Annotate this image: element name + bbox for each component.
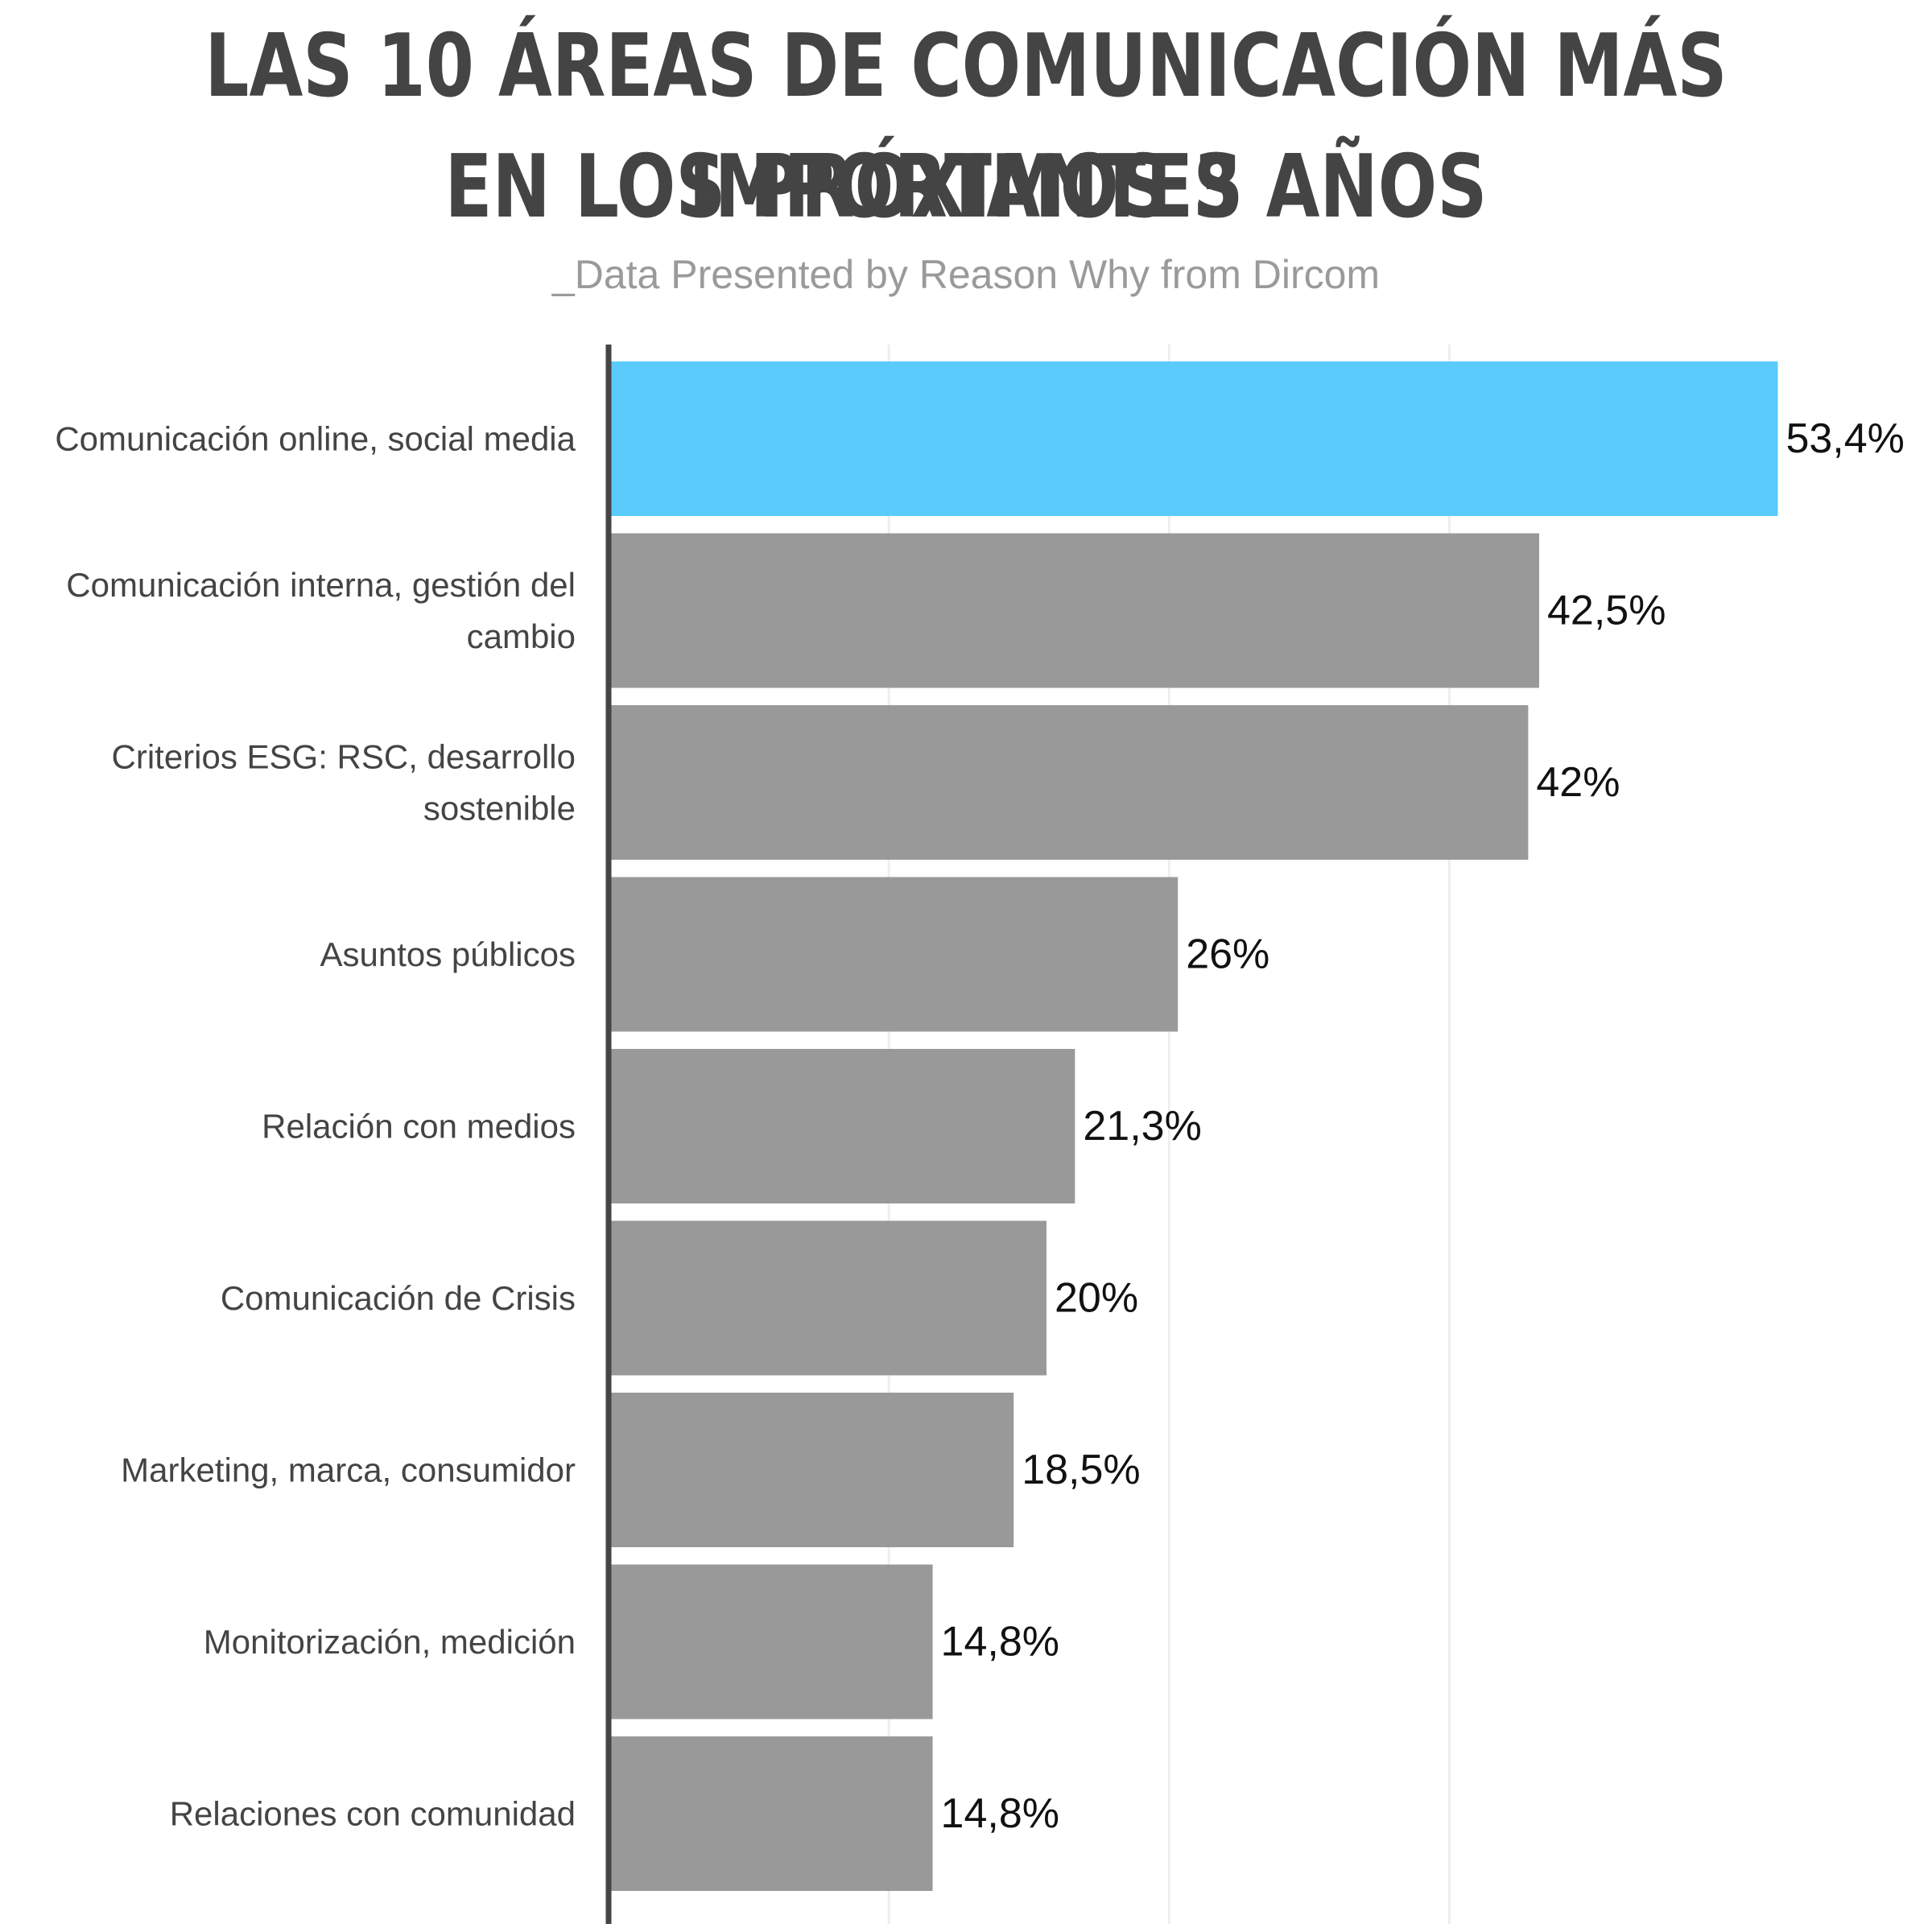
category-label-line: Relación con medios (262, 1108, 576, 1146)
category-label-line: Comunicación online, social media (55, 420, 576, 458)
category-label-4: Asuntos públicos (320, 935, 576, 973)
value-label-1: 53,4% (1785, 415, 1904, 462)
category-label-line: Relaciones con comunidad (170, 1795, 576, 1833)
category-label-1: Comunicación online, social media (55, 420, 576, 458)
category-label-7: Marketing, marca, consumidor (121, 1451, 576, 1489)
category-label-2: Comunicación interna, gestión del cambio (66, 566, 576, 655)
category-label-line: cambio (467, 617, 576, 655)
bar-7 (609, 1393, 1014, 1547)
category-label-line: Marketing, marca, consumidor (121, 1451, 576, 1489)
chart-title-line-2: EN LOS PRÓXIMOS 3 AÑOS (444, 137, 1488, 237)
category-label-5: Relación con medios (262, 1108, 576, 1146)
bar-8 (609, 1564, 933, 1719)
value-label-9: 14,8% (941, 1790, 1059, 1837)
bar-1 (609, 361, 1778, 516)
bar-6 (609, 1220, 1046, 1376)
category-label-line: Comunicación interna, gestión del (66, 566, 576, 604)
chart-subtitle: _Data Presented by Reason Why from Dirco… (551, 252, 1381, 297)
category-label-line: Criterios ESG: RSC, desarrollo (112, 738, 576, 776)
bar-2 (609, 533, 1539, 688)
value-labels: 53,4% 42,5% 42% 26% 21,3% 20% 18,5% 14,8% 14,8% (941, 415, 1905, 1837)
category-label-line: Asuntos públicos (320, 935, 576, 973)
value-label-6: 20% (1055, 1275, 1138, 1322)
value-label-8: 14,8% (941, 1619, 1059, 1666)
category-label-line: Comunicación de Crisis (221, 1279, 576, 1317)
bar-4 (609, 877, 1179, 1032)
value-label-5: 21,3% (1083, 1103, 1201, 1150)
category-label-3: Criterios ESG: RSC, desarrollo sostenible (112, 738, 576, 828)
bar-5 (609, 1049, 1075, 1203)
category-label-8: Monitorización, medición (204, 1623, 576, 1661)
value-label-3: 42% (1536, 759, 1620, 806)
category-labels: Comunicación online, social media Comunic… (55, 420, 576, 1833)
bar-9 (609, 1736, 933, 1891)
value-label-7: 18,5% (1022, 1447, 1140, 1493)
chart-title-line-1: LAS 10 ÁREAS DE COMUNICACIÓN MÁS IMPORTA… (204, 16, 1728, 237)
value-label-2: 42,5% (1547, 588, 1666, 634)
category-label-line: sostenible (423, 790, 576, 828)
bars (609, 361, 1778, 1891)
category-label-6: Comunicación de Crisis (221, 1279, 576, 1317)
value-label-4: 26% (1186, 931, 1269, 978)
category-label-9: Relaciones con comunidad (170, 1795, 576, 1833)
bar-3 (609, 705, 1529, 860)
category-label-line: Monitorización, medición (204, 1623, 576, 1661)
